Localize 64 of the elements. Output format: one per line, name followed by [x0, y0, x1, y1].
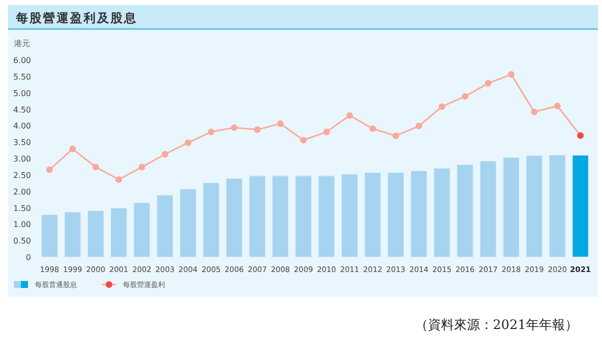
bar: [64, 212, 81, 258]
y-axis-title: 港元: [14, 39, 30, 48]
bar: [202, 182, 220, 258]
point: [438, 103, 446, 110]
bar: [110, 208, 128, 258]
point: [184, 139, 192, 146]
y-tick-label: 0.50: [13, 236, 31, 246]
bar: [480, 160, 496, 258]
point: [369, 125, 376, 132]
bar: [295, 176, 312, 258]
bar: [272, 176, 289, 258]
point: [530, 108, 538, 116]
bar: [549, 154, 566, 258]
y-tick-label: 2.00: [13, 187, 31, 196]
bar: [41, 214, 58, 258]
bar: [456, 164, 474, 258]
text: （資料來源：2021年年報）: [414, 318, 578, 333]
bar: [364, 172, 382, 258]
y-tick-label: 4.50: [13, 105, 31, 114]
y-tick-label: 1.00: [13, 220, 31, 230]
bar: [156, 194, 174, 258]
point: [323, 128, 330, 136]
point: [462, 93, 468, 100]
point: [508, 71, 515, 78]
point: [277, 120, 284, 127]
point: [69, 146, 76, 152]
bar: [248, 176, 266, 258]
point: [577, 132, 584, 139]
bar: [341, 174, 358, 258]
y-tick-label: 3.00: [13, 154, 31, 164]
bar: [502, 157, 520, 258]
y-tick-label: 1.50: [13, 204, 31, 213]
point: [138, 164, 146, 170]
bar: [387, 172, 404, 258]
y-tick-label: 5.00: [13, 88, 31, 98]
point: [162, 150, 168, 158]
bar: [572, 154, 589, 258]
y-tick-label: 3.50: [13, 138, 31, 148]
point: [230, 124, 238, 131]
y-tick-label: 4.00: [13, 122, 31, 131]
point: [254, 126, 261, 133]
point: [392, 132, 400, 140]
y-tick-label: 5.50: [13, 72, 31, 82]
bar: [434, 168, 450, 258]
bar: [410, 170, 428, 258]
bar: [180, 188, 196, 258]
point: [208, 128, 214, 136]
bar: [526, 155, 543, 258]
y-tick-label: 2.50: [13, 170, 31, 180]
y-tick-label: 0: [26, 253, 31, 262]
point: [554, 102, 561, 110]
point: [46, 166, 53, 173]
point: [115, 176, 122, 183]
point: [300, 136, 307, 144]
point: [484, 80, 492, 87]
point: [416, 122, 422, 130]
point: [346, 112, 353, 119]
chart-title: 每股營運盈利及股息: [15, 11, 138, 25]
bar: [87, 210, 104, 258]
y-tick-label: 6.00: [13, 56, 31, 65]
bar: [226, 178, 243, 258]
bar: [134, 202, 150, 258]
bar: [318, 176, 335, 258]
point: [92, 164, 100, 170]
